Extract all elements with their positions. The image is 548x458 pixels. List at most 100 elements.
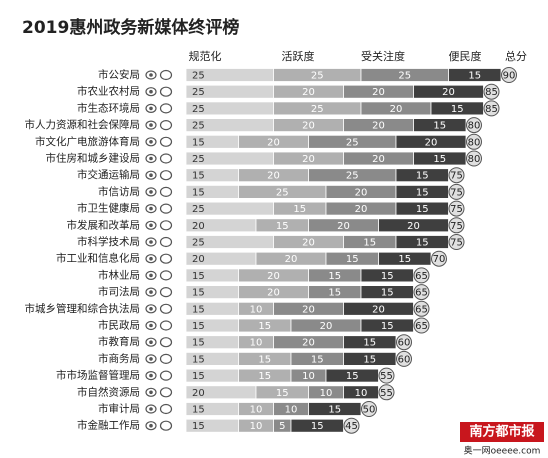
watermark: 南方都市报 [469, 424, 535, 440]
segment-label: 10 [285, 405, 298, 416]
wechat-icon [159, 220, 173, 231]
total-label: 60 [398, 354, 411, 365]
total-badge [501, 67, 517, 83]
segment-label: 25 [311, 71, 324, 82]
segment-label: 10 [250, 338, 263, 349]
weibo-icon-dot [149, 206, 153, 211]
segment-label: 25 [192, 238, 205, 249]
segment-label: 15 [276, 221, 289, 232]
watermark-badge [460, 422, 544, 442]
wechat-icon [159, 287, 173, 298]
total-header: 总分 [505, 49, 527, 63]
wechat-icon [159, 236, 173, 248]
segment-label: 20 [192, 388, 205, 399]
category-label: 市工业和信息化局 [56, 252, 140, 265]
category-label: 市司法局 [98, 285, 140, 298]
segment-label: 15 [192, 354, 205, 365]
weibo-icon-dot [149, 140, 153, 144]
weibo-icon-dot [149, 173, 153, 177]
segment-label: 20 [192, 254, 205, 265]
total-badge [396, 350, 412, 367]
total-label: 80 [468, 121, 481, 132]
segment-label: 20 [320, 321, 333, 332]
segment-label: 25 [346, 171, 359, 182]
total-label: 65 [415, 271, 428, 282]
wechat-icon [159, 353, 173, 364]
segment-label: 15 [451, 104, 464, 115]
segment-label: 15 [192, 187, 205, 198]
total-badge [483, 100, 500, 117]
category-label: 市发展和改革局 [67, 218, 141, 231]
segment-label: 20 [355, 187, 368, 198]
wechat-icon [159, 270, 173, 281]
weibo-icon-dot [149, 89, 153, 94]
wechat-icon [159, 403, 173, 415]
segment-label: 25 [192, 71, 205, 82]
segment-label: 15 [381, 271, 394, 282]
total-badge [448, 217, 465, 234]
segment-label: 10 [250, 304, 263, 315]
total-label: 75 [450, 238, 463, 249]
weibo-icon-dot [149, 223, 153, 228]
segment-label: 20 [302, 154, 315, 165]
segment-label: 20 [407, 221, 420, 232]
weibo-icon-dot [149, 323, 153, 328]
weibo-icon-dot [149, 106, 153, 111]
total-badge [343, 417, 360, 434]
segment-label: 20 [337, 221, 350, 232]
category-label: 市科学技术局 [77, 235, 140, 248]
segment-label: 5 [279, 421, 285, 432]
category-label: 市公安局 [98, 68, 140, 81]
segment-label: 10 [320, 388, 333, 399]
wechat-icon [159, 136, 173, 147]
wechat-icon [159, 69, 173, 81]
segment-label: 15 [328, 288, 341, 299]
total-badge [466, 150, 482, 167]
wechat-icon [159, 303, 173, 314]
legend-label: 便民度 [449, 49, 482, 63]
total-label: 45 [345, 421, 358, 432]
weibo-icon-dot [149, 390, 153, 395]
total-badge [448, 167, 465, 184]
total-label: 75 [450, 187, 463, 198]
segment-label: 15 [328, 271, 341, 282]
wechat-icon [159, 203, 173, 214]
category-label: 市教育局 [98, 335, 140, 348]
segment-label: 25 [398, 71, 411, 82]
legend-label: 规范化 [189, 49, 222, 63]
total-badge [413, 267, 430, 284]
segment-label: 15 [258, 371, 271, 382]
segment-label: 15 [328, 405, 341, 416]
segment-label: 15 [192, 405, 205, 416]
segment-label: 15 [381, 321, 394, 332]
total-label: 75 [450, 204, 463, 215]
segment-label: 20 [372, 87, 385, 98]
total-badge [466, 117, 482, 134]
segment-label: 25 [192, 204, 205, 215]
segment-label: 15 [258, 321, 271, 332]
wechat-icon [159, 420, 173, 431]
segment-label: 15 [311, 354, 324, 365]
total-badge [413, 317, 430, 334]
total-label: 85 [485, 87, 498, 98]
segment-label: 15 [468, 71, 481, 82]
total-badge [361, 401, 377, 417]
segment-label: 10 [250, 405, 263, 416]
category-label: 市文化广电旅游体育局 [35, 135, 140, 148]
segment-label: 15 [192, 137, 205, 148]
segment-label: 20 [302, 338, 315, 349]
total-label: 60 [398, 338, 411, 349]
segment-label: 15 [311, 421, 324, 432]
wechat-icon [159, 186, 173, 197]
chart-title: 2019惠州政务新媒体终评榜 [22, 17, 239, 38]
segment-label: 15 [416, 204, 429, 215]
category-label: 市卫生健康局 [77, 202, 140, 215]
segment-label: 20 [285, 254, 298, 265]
legend-label: 活跃度 [282, 49, 315, 63]
segment-label: 15 [192, 304, 205, 315]
segment-label: 15 [192, 171, 205, 182]
segment-label: 15 [416, 171, 429, 182]
total-badge [396, 334, 412, 351]
segment-label: 15 [192, 271, 205, 282]
